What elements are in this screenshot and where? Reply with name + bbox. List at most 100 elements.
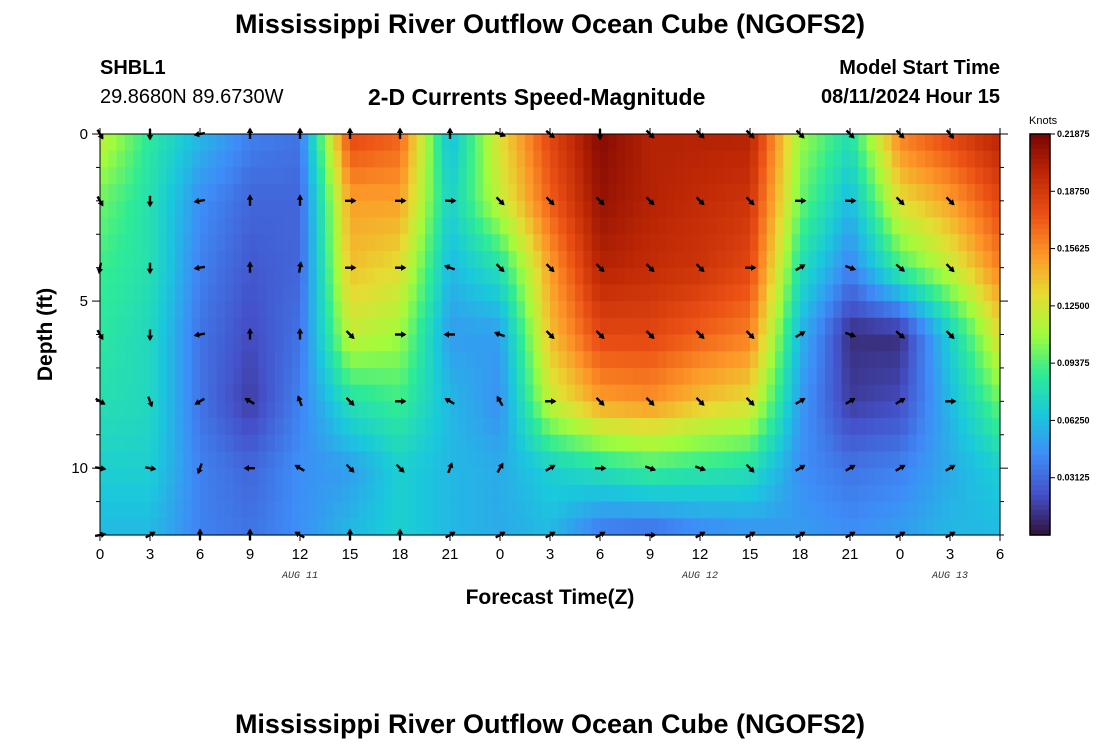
heatmap-cell xyxy=(250,317,259,336)
heatmap-cell xyxy=(716,384,726,402)
heatmap-cell xyxy=(791,451,801,469)
heatmap-cell xyxy=(625,317,634,336)
heatmap-cell xyxy=(358,150,368,169)
heatmap-cell xyxy=(158,250,168,269)
vector-arrow xyxy=(595,465,607,472)
heatmap-cell xyxy=(416,468,426,486)
heatmap-cell xyxy=(566,351,576,369)
heatmap-cell xyxy=(325,434,334,453)
heatmap-cell xyxy=(508,217,518,235)
heatmap-cell xyxy=(500,367,509,386)
heatmap-cell xyxy=(575,284,584,302)
colorbar-band xyxy=(1030,174,1050,180)
heatmap-cell xyxy=(508,267,518,285)
heatmap-cell xyxy=(750,317,759,336)
vector-arrow xyxy=(193,197,206,205)
heatmap-cell xyxy=(950,200,959,219)
heatmap-cell xyxy=(150,334,159,352)
heatmap-cell xyxy=(758,301,768,319)
heatmap-cell xyxy=(366,184,376,202)
colorbar-band xyxy=(1030,134,1050,140)
heatmap-cell xyxy=(925,134,934,152)
heatmap-cell xyxy=(833,484,843,503)
heatmap-cell xyxy=(691,150,701,169)
heatmap-cell xyxy=(750,250,759,269)
heatmap-cell xyxy=(566,418,576,436)
heatmap-cell xyxy=(208,401,218,419)
heatmap-cell xyxy=(833,200,843,219)
heatmap-cell xyxy=(833,434,843,453)
heatmap-cell xyxy=(466,284,476,302)
heatmap-cell xyxy=(350,150,359,169)
heatmap-cell xyxy=(116,301,126,319)
heatmap-cell xyxy=(850,150,859,169)
heatmap-cell xyxy=(166,484,176,503)
heatmap-cell xyxy=(250,150,259,169)
heatmap-cell xyxy=(425,334,434,352)
heatmap-cell xyxy=(908,451,918,469)
heatmap-cell xyxy=(341,451,351,469)
heatmap-cell xyxy=(116,501,126,519)
heatmap-cell xyxy=(100,217,109,235)
colorbar-band xyxy=(1030,184,1050,190)
heatmap-cell xyxy=(933,250,943,269)
heatmap-cell xyxy=(766,334,776,352)
heatmap-cell xyxy=(941,418,951,436)
heatmap-cell xyxy=(791,484,801,503)
heatmap-cell xyxy=(775,167,784,185)
heatmap-cell xyxy=(150,401,159,419)
heatmap-cell xyxy=(658,284,668,302)
heatmap-cell xyxy=(566,284,576,302)
heatmap-cell xyxy=(700,301,709,319)
heatmap-cell xyxy=(166,267,176,285)
heatmap-cell xyxy=(250,217,259,235)
heatmap-cell xyxy=(266,284,276,302)
heatmap-cell xyxy=(533,184,543,202)
heatmap-cell xyxy=(200,451,209,469)
heatmap-cell xyxy=(425,134,434,152)
heatmap-cell xyxy=(516,484,526,503)
heatmap-cell xyxy=(733,301,743,319)
heatmap-cell xyxy=(408,484,418,503)
heatmap-cell xyxy=(933,501,943,519)
heatmap-cell xyxy=(433,317,443,336)
heatmap-cell xyxy=(333,184,343,202)
heatmap-cell xyxy=(550,250,559,269)
heatmap-cell xyxy=(116,334,126,352)
heatmap-cell xyxy=(691,384,701,402)
heatmap-cell xyxy=(900,384,909,402)
heatmap-cell xyxy=(808,434,818,453)
heatmap-cell xyxy=(175,451,184,469)
heatmap-cell xyxy=(666,401,676,419)
heatmap-cell xyxy=(883,484,893,503)
colorbar-band xyxy=(1030,209,1050,215)
heatmap-cell xyxy=(475,184,484,202)
heatmap-cell xyxy=(766,184,776,202)
heatmap-cell xyxy=(233,351,243,369)
heatmap-cell xyxy=(125,200,134,219)
heatmap-cell xyxy=(475,234,484,252)
heatmap-cell xyxy=(183,167,193,185)
heatmap-cell xyxy=(133,401,143,419)
vector-arrow xyxy=(395,264,407,271)
heatmap-cell xyxy=(875,418,884,436)
vector-arrow xyxy=(895,330,905,339)
heatmap-cell xyxy=(275,250,284,269)
heatmap-cell xyxy=(666,501,676,519)
heatmap-cell xyxy=(858,184,868,202)
heatmap-cell xyxy=(925,284,934,302)
heatmap-cell xyxy=(741,301,751,319)
heatmap-cell xyxy=(866,418,876,436)
heatmap-cell xyxy=(941,200,951,219)
heatmap-cell xyxy=(433,418,443,436)
heatmap-cell xyxy=(225,334,234,352)
heatmap-cell xyxy=(783,134,793,152)
heatmap-cell xyxy=(100,167,109,185)
heatmap-cell xyxy=(433,284,443,302)
heatmap-cell xyxy=(891,301,901,319)
vector-arrow xyxy=(795,397,806,405)
heatmap-cell xyxy=(891,134,901,152)
heatmap-cell xyxy=(166,367,176,386)
heatmap-cell xyxy=(158,150,168,169)
heatmap-cell xyxy=(758,200,768,219)
